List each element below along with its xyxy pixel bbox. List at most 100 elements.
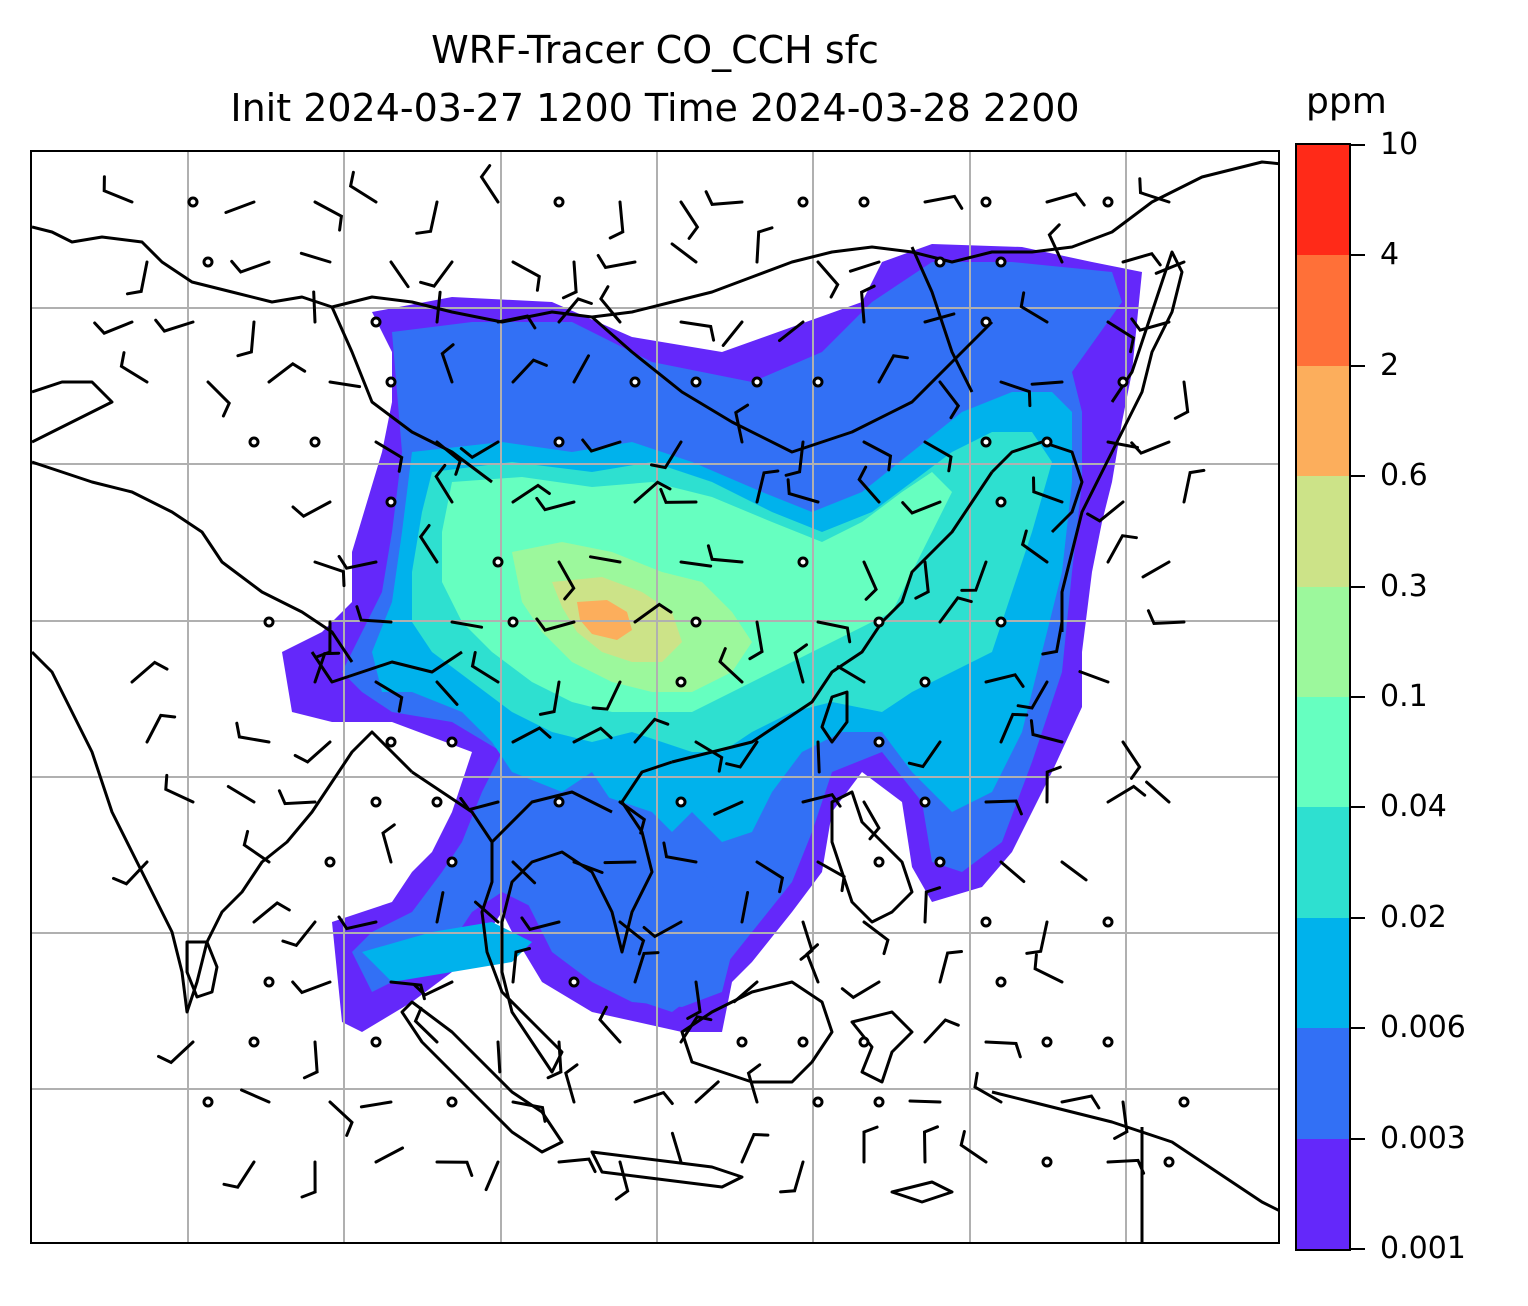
calm-marker (553, 796, 565, 808)
calm-marker (980, 316, 992, 328)
wind-barb (299, 251, 332, 264)
wind-barb (348, 170, 378, 204)
colorbar-segment-0 (1297, 1138, 1349, 1249)
calm-marker (873, 1096, 885, 1108)
wind-barb (291, 500, 332, 519)
wind-barb (328, 380, 362, 389)
wind-barb (130, 660, 169, 684)
wind-barb (312, 290, 317, 324)
colorbar-tick-label-4: 0.04 (1380, 789, 1447, 825)
wind-barb (511, 358, 548, 384)
wind-barb (786, 478, 820, 504)
coastline-china-south (671, 471, 994, 764)
wind-barb (434, 463, 454, 504)
colorbar-tick-2 (1351, 1027, 1365, 1030)
calm-marker (370, 796, 382, 808)
lat-lon-gridlines (32, 152, 1278, 1242)
colorbar-tick-label-10: 10 (1380, 127, 1419, 162)
colorbar-segment-6 (1297, 476, 1349, 587)
wind-barb (1182, 468, 1206, 504)
calm-marker (187, 196, 199, 208)
wind-barb (450, 620, 484, 629)
border-interior-1 (330, 306, 493, 484)
wind-barb (511, 1100, 547, 1123)
wind-barb (236, 320, 256, 358)
wind-barb (591, 680, 622, 711)
wind-barb (755, 860, 785, 894)
wind-barb (748, 620, 764, 661)
calm-marker (812, 376, 824, 388)
wind-barb (240, 1088, 271, 1104)
wind-barb (293, 740, 332, 764)
wind-barb (1086, 500, 1125, 523)
calm-marker (690, 616, 702, 628)
calm-marker (248, 1036, 260, 1048)
wind-barb (1019, 291, 1049, 324)
colorbar-tick-label-5: 0.1 (1380, 679, 1428, 714)
wind-barb (1025, 920, 1049, 955)
wind-barb (901, 500, 942, 515)
wind-barb (670, 1131, 683, 1164)
colorbar-segment-3 (1297, 807, 1349, 918)
border-interior-3 (310, 650, 463, 684)
wind-barb (252, 901, 291, 924)
wind-barb (801, 792, 842, 808)
wind-barb (642, 920, 683, 939)
calm-marker (324, 856, 336, 868)
wind-barb (679, 200, 700, 240)
colorbar-tick-label-8: 2 (1380, 347, 1400, 383)
wind-barb (1113, 1100, 1129, 1140)
calm-marker (873, 616, 885, 628)
wind-barb (805, 943, 820, 984)
wind-barb (1045, 192, 1086, 207)
wind-barb (706, 544, 744, 564)
wind-barb (1016, 680, 1049, 710)
wind-barb (281, 920, 317, 948)
wind-barb (1078, 670, 1110, 684)
wind-barb (474, 900, 500, 924)
calm-marker (1041, 1036, 1053, 1048)
wind-barb (435, 440, 462, 476)
wind-barb (267, 361, 307, 384)
wind-barb (959, 1130, 988, 1164)
wind-barb (389, 260, 410, 289)
wind-barb (557, 560, 576, 601)
wind-barb (359, 1100, 393, 1109)
wind-barb (511, 947, 531, 984)
wind-barb (313, 651, 341, 684)
wind-barb (877, 354, 909, 384)
wind-barb (300, 1160, 317, 1199)
wind-barb (779, 1160, 805, 1194)
coastline-west (32, 460, 354, 663)
wind-barb (1106, 1158, 1146, 1175)
wind-barb (496, 314, 537, 330)
wind-barb (1106, 320, 1136, 354)
calm-marker (675, 796, 687, 808)
coastlines-and-borders (32, 160, 1278, 1242)
wind-barb (778, 320, 805, 343)
wind-barb (511, 260, 541, 292)
wind-barb (633, 480, 672, 504)
calm-marker (1117, 376, 1129, 388)
wind-barb (538, 680, 561, 716)
calm-marker (919, 796, 931, 808)
wind-barb (862, 920, 890, 956)
wind-barbs (93, 164, 1206, 1201)
wind-barb (608, 200, 625, 240)
wind-barb (328, 1100, 354, 1137)
wind-barb (999, 712, 1029, 744)
wind-barb (732, 980, 759, 1004)
wind-barb (435, 290, 442, 324)
wind-barb (337, 554, 378, 570)
wind-barb (1060, 1094, 1101, 1110)
calm-marker (370, 316, 382, 328)
wind-barb (572, 354, 590, 384)
wind-barb (313, 560, 346, 588)
wind-barb (860, 284, 876, 324)
wind-barb (535, 496, 576, 512)
wind-barb (618, 800, 647, 835)
wind-barb (1106, 534, 1138, 564)
coastline-borneo (680, 980, 834, 1084)
colorbar-tick-label-3: 0.02 (1380, 899, 1447, 935)
colorbar-tick-10 (1351, 144, 1365, 146)
